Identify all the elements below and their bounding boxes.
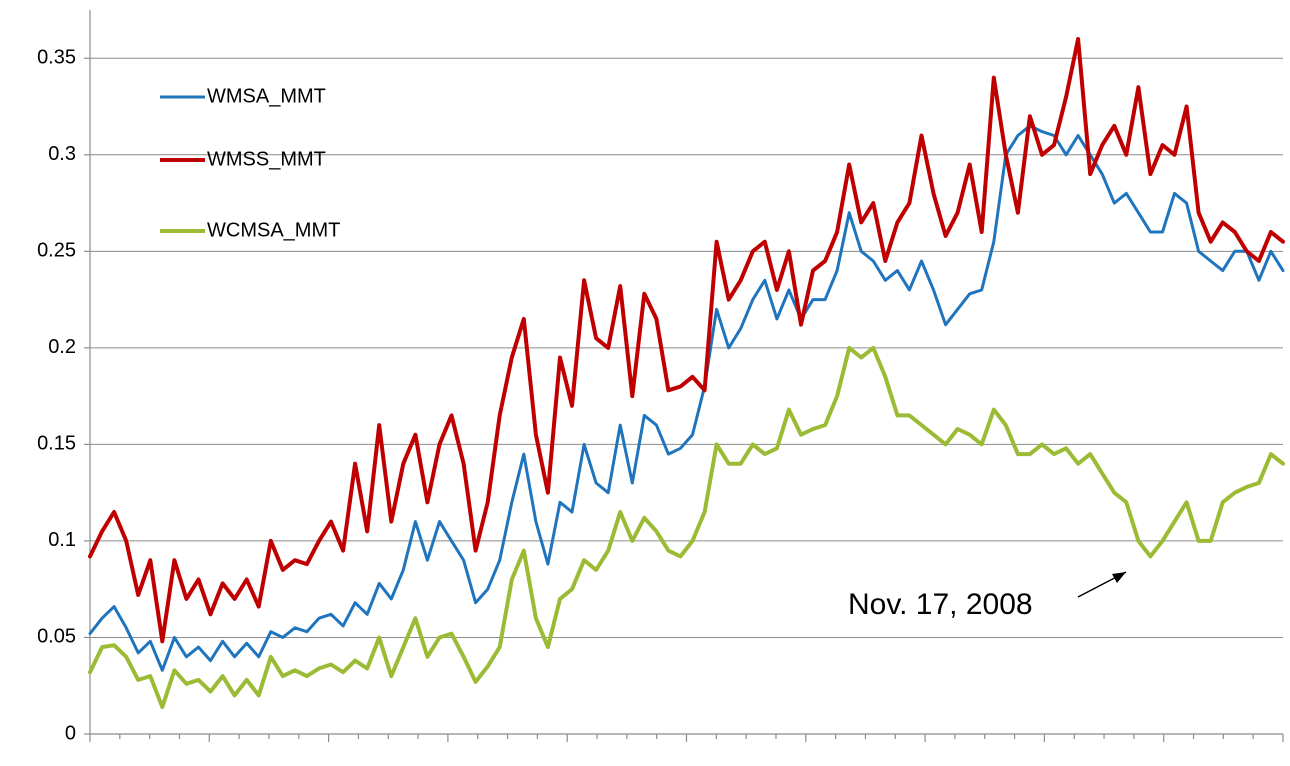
y-tick-label: 0.35 xyxy=(37,47,76,69)
annotation: Nov. 17, 2008 xyxy=(848,588,1033,621)
data-line xyxy=(88,124,1285,672)
y-tick-label: 0 xyxy=(65,722,76,744)
legend-label: WCMSA_MMT xyxy=(207,219,340,241)
y-tick-label: 0.25 xyxy=(37,240,76,262)
y-tick-label: 0.15 xyxy=(37,433,76,455)
y-tick-label: 0.2 xyxy=(48,336,76,358)
annotation-arrowhead xyxy=(1112,572,1126,583)
y-tick-label: 0.1 xyxy=(48,529,76,551)
legend-label: WMSS_MMT xyxy=(207,148,326,170)
legend-label: WMSA_MMT xyxy=(207,85,326,107)
data-line xyxy=(88,345,1285,709)
y-tick-label: 0.3 xyxy=(48,143,76,165)
y-tick-label: 0.05 xyxy=(37,626,76,648)
data-line xyxy=(88,37,1285,644)
